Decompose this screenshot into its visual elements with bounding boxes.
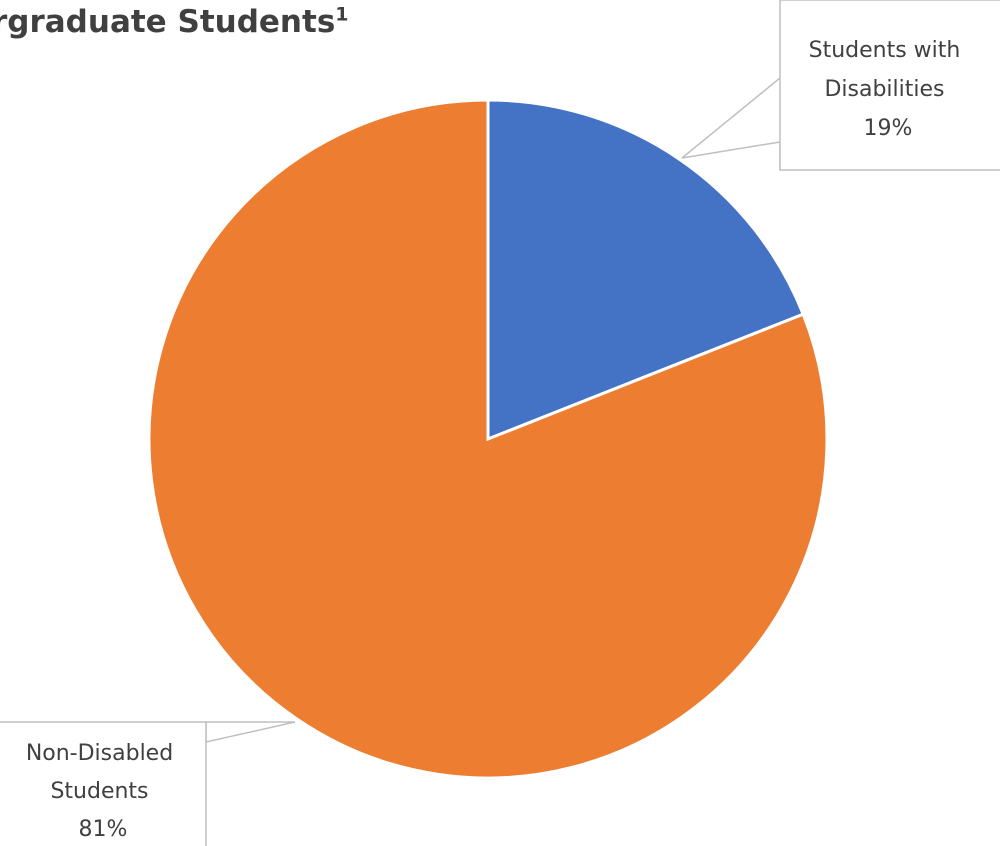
callout-leader-students-with-disabilities [681, 77, 781, 170]
chart-title: rgraduate Students1 [0, 4, 349, 41]
title-footnote-marker: 1 [335, 3, 349, 26]
callout-label-line-1: Students with [809, 38, 961, 63]
callout-text-students-with-disabilities: Students with Disabilities 19% [809, 38, 968, 141]
callout-text-non-disabled-students: Non-Disabled Students 81% [26, 741, 180, 842]
callout-non-disabled-students: Non-Disabled Students 81% [0, 721, 296, 846]
callout-label-line-2: Disabilities [824, 77, 944, 102]
chart-title-text: rgraduate Students [0, 4, 336, 40]
callout-label-line-1: Non-Disabled [26, 741, 173, 766]
callout-value: 81% [79, 817, 128, 842]
callout-box-non-disabled-students [0, 721, 207, 846]
callout-value: 19% [864, 116, 913, 141]
callout-label-line-2: Students [50, 779, 148, 804]
pie-slices [147, 98, 829, 780]
callout-box-students-with-disabilities [779, 0, 1000, 171]
callout-leader-non-disabled-students [205, 721, 296, 743]
pie-slice-non-disabled-students [147, 98, 829, 780]
pie-slice-students-with-disabilities [486, 98, 806, 442]
callout-students-with-disabilities: Students with Disabilities 19% [681, 0, 1000, 171]
